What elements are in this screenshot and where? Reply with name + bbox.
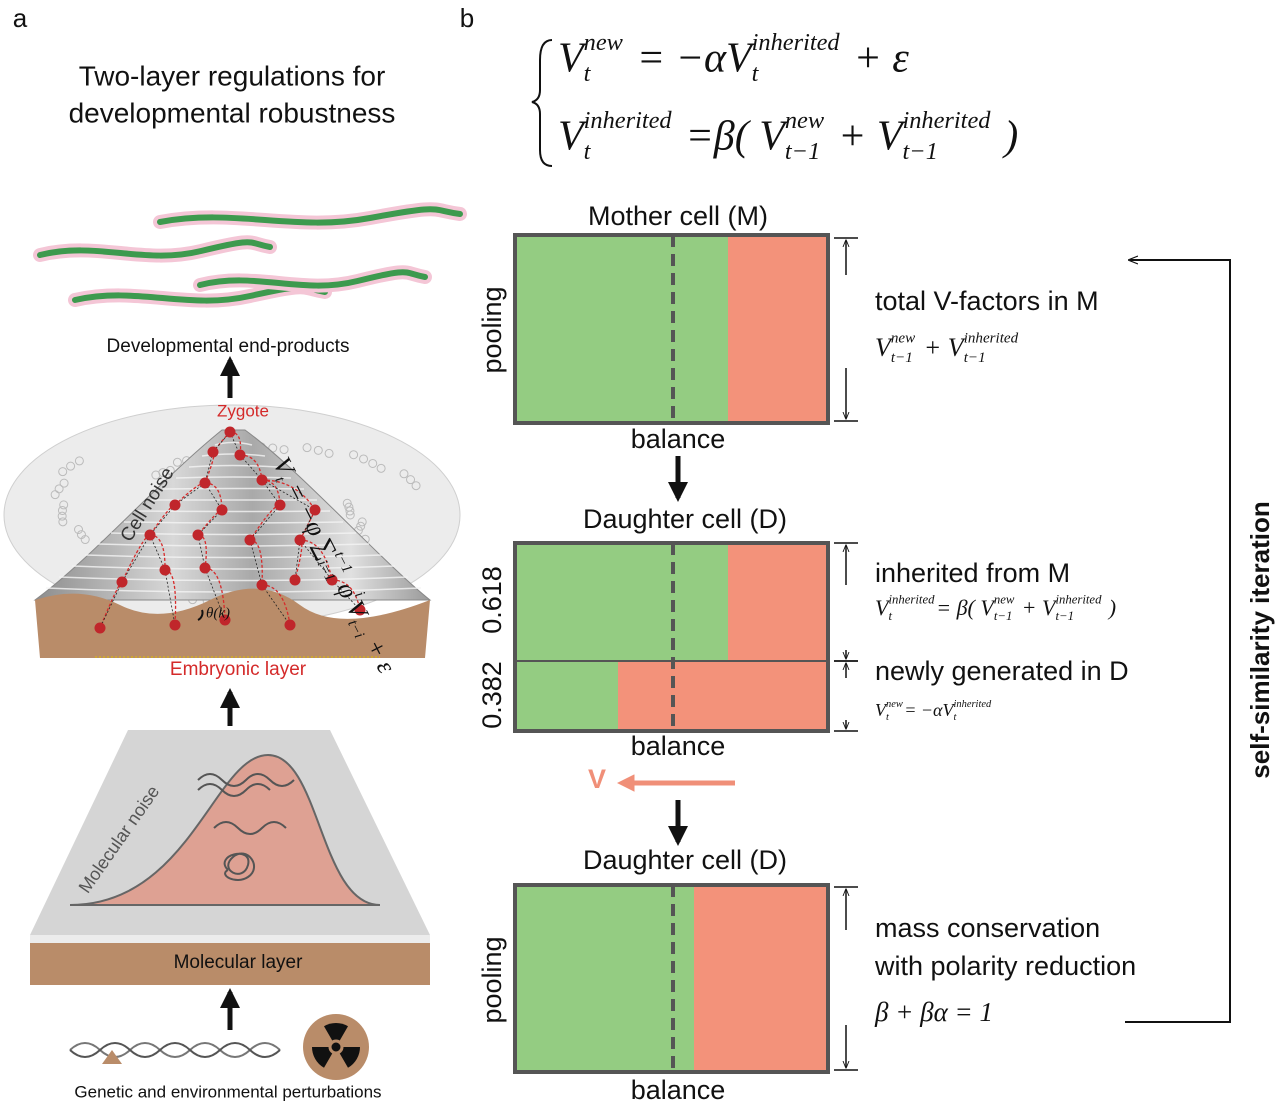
note-equation-part: = −αV xyxy=(904,700,955,720)
green-region xyxy=(515,235,728,423)
cell xyxy=(275,500,286,511)
cell-title: Mother cell (M) xyxy=(588,201,768,231)
note-equation-sub: t xyxy=(888,609,892,623)
system-equation-part: =β( V xyxy=(675,114,789,160)
cell xyxy=(95,623,106,634)
system-equation-sub: t xyxy=(584,60,592,87)
cell xyxy=(193,530,204,541)
axis-label: balance xyxy=(631,1075,726,1105)
polarity-label: V xyxy=(588,764,606,794)
title: developmental robustness xyxy=(69,97,396,128)
cell xyxy=(145,530,156,541)
cell xyxy=(117,577,128,588)
system-equation-part: = −αV xyxy=(626,36,756,82)
axis-label: pooling xyxy=(477,936,507,1023)
panel-label: b xyxy=(460,3,474,33)
fraction-label: 0.382 xyxy=(477,661,507,729)
note-equation-sub: t−1 xyxy=(1055,609,1074,623)
layer-label: Embryonic layer xyxy=(170,659,307,680)
note-equation-sub: t xyxy=(954,712,958,723)
system-equation-sup: inherited xyxy=(902,107,991,134)
axis-label: pooling xyxy=(477,286,507,373)
red-region xyxy=(728,235,828,423)
system-equation-sup: new xyxy=(584,29,624,56)
note-equation-sup: inherited xyxy=(1055,593,1102,607)
cell xyxy=(217,505,228,516)
cell xyxy=(170,620,181,631)
cell-title: Daughter cell (D) xyxy=(583,504,787,534)
axis-label: balance xyxy=(631,731,726,761)
note-equation-sub: t−1 xyxy=(994,609,1013,623)
cell xyxy=(208,447,219,458)
cell xyxy=(200,478,211,489)
cell xyxy=(225,427,236,438)
note: mass conservation xyxy=(875,913,1100,943)
note-equation-sup: inherited xyxy=(888,593,935,607)
note-equation-part: ) xyxy=(1103,595,1116,620)
red-region xyxy=(694,885,828,1072)
system-equation-part: ) xyxy=(994,114,1019,160)
layer-label: Molecular layer xyxy=(174,952,303,973)
note-equation-sub: t xyxy=(886,712,890,723)
plane-edge xyxy=(30,935,430,943)
system-equation-sup: inherited xyxy=(752,29,841,56)
green-region xyxy=(515,885,694,1072)
note-equation-sub: t−1 xyxy=(891,350,913,366)
panel-label: a xyxy=(13,3,28,33)
zygote-label: Zygote xyxy=(217,401,269,420)
dna-strand xyxy=(70,1043,280,1057)
iteration-label: self-similarity iteration xyxy=(1245,501,1275,778)
system-equation-sub: t−1 xyxy=(902,138,937,165)
green-region xyxy=(515,661,618,731)
note-equation-sup: new xyxy=(886,699,903,710)
cell xyxy=(245,535,256,546)
note-equation-sub: t−1 xyxy=(964,350,986,366)
cell-title: Daughter cell (D) xyxy=(583,845,787,875)
note-equation-part: + V xyxy=(1016,595,1058,620)
cell xyxy=(285,620,296,631)
radiation-core xyxy=(330,1041,342,1053)
brace xyxy=(532,40,552,166)
note-equation-sup: inherited xyxy=(964,331,1019,347)
caption: Developmental end-products xyxy=(107,336,350,357)
note: inherited from M xyxy=(875,558,1070,588)
caption: Genetic and environmental perturbations xyxy=(74,1082,381,1101)
note: newly generated in D xyxy=(875,656,1129,686)
green-region xyxy=(515,543,728,661)
system-equation-sup: inherited xyxy=(584,107,673,134)
system-equation-sup: new xyxy=(785,107,825,134)
cell xyxy=(257,580,268,591)
cell xyxy=(235,450,246,461)
note-equation-part: + V xyxy=(917,333,967,362)
angle-label: θ(k) xyxy=(206,605,230,621)
system-equation-sub: t xyxy=(584,138,592,165)
red-region xyxy=(728,543,828,661)
note-equation-sup: inherited xyxy=(954,699,992,710)
figure: a Two-layer regulations for developmental … xyxy=(0,0,1287,1113)
note-equation-sup: new xyxy=(891,331,915,347)
note: β + βα = 1 xyxy=(874,997,993,1027)
note-equation-sup: new xyxy=(994,593,1015,607)
cell xyxy=(160,565,171,576)
cell xyxy=(200,563,211,574)
system-equation-sub: t xyxy=(752,60,760,87)
system-equation-part: + ε xyxy=(843,36,909,82)
dna-strand xyxy=(70,1043,280,1057)
note: with polarity reduction xyxy=(874,951,1136,981)
cell xyxy=(290,575,301,586)
cell xyxy=(170,500,181,511)
red-region xyxy=(618,661,828,731)
system-equation-part: + V xyxy=(827,114,906,160)
axis-label: balance xyxy=(631,424,726,454)
cell xyxy=(257,475,268,486)
note: total V-factors in M xyxy=(875,286,1099,316)
note-equation-part: = β( V xyxy=(936,595,996,620)
system-equation-sub: t−1 xyxy=(785,138,820,165)
fraction-label: 0.618 xyxy=(477,566,507,634)
title: Two-layer regulations for xyxy=(79,60,386,91)
iteration-loop xyxy=(1125,260,1230,1022)
